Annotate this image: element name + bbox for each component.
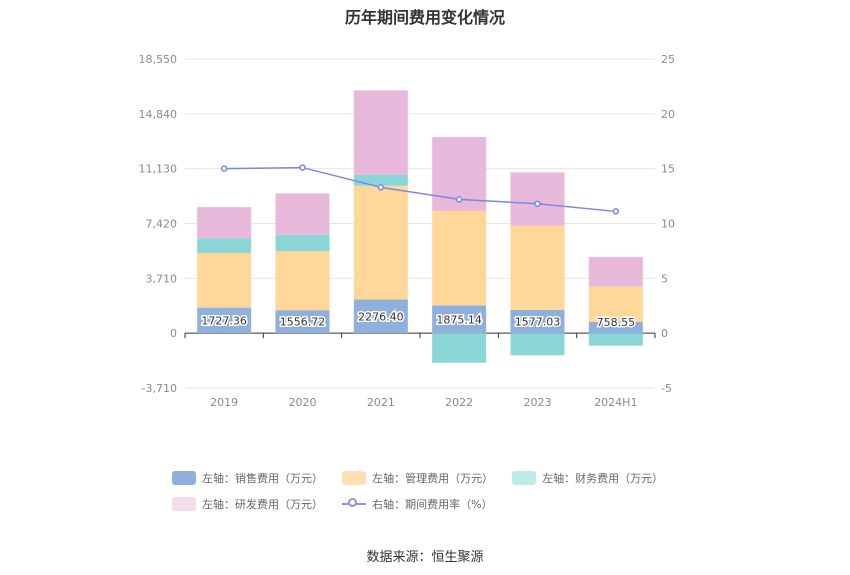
expense-rate-point xyxy=(534,200,541,208)
legend-item-expense-rate[interactable]: 右轴：期间费用率（%） xyxy=(342,496,493,512)
legend-label-rnd: 左轴：研发费用（万元） xyxy=(202,498,323,511)
bar-segment xyxy=(588,286,643,322)
bar-segment xyxy=(275,193,330,235)
bar-segment xyxy=(588,321,643,334)
bar-data-label: 1577.03 xyxy=(515,316,561,329)
left-axis-tick-label: -3,710 xyxy=(142,382,177,395)
data-source: 数据来源：恒生聚源 xyxy=(366,550,484,565)
bar-segment xyxy=(588,333,643,346)
legend-label-sales: 左轴：销售费用（万元） xyxy=(202,472,323,485)
bar-segment xyxy=(197,307,252,334)
left-axis-tick-label: 14,840 xyxy=(139,108,178,121)
legend-item-finance[interactable]: 左轴：财务费用（万元） xyxy=(512,470,663,486)
bar-segment xyxy=(353,174,408,186)
bar-segment xyxy=(510,225,565,310)
x-axis-tick-label: 2023 xyxy=(524,396,552,409)
bar-segment xyxy=(510,172,565,226)
right-axis-tick-label: 0 xyxy=(661,327,668,340)
legend-swatch-admin xyxy=(342,471,367,485)
bar-segment xyxy=(197,238,252,253)
legend-swatch-rnd xyxy=(172,497,196,511)
legend-item-rnd[interactable]: 左轴：研发费用（万元） xyxy=(172,496,323,512)
bar-segment xyxy=(588,256,643,287)
expense-rate-point xyxy=(455,196,463,203)
legend-item-sales[interactable]: 左轴：销售费用（万元） xyxy=(172,470,323,486)
expense-rate-line xyxy=(224,166,616,213)
bar-data-label: 2276.40 xyxy=(358,310,404,323)
legend: 左轴：销售费用（万元） 左轴：管理费用（万元） 左轴：财务费用（万元） 左轴：研… xyxy=(172,470,692,522)
bar-segment xyxy=(353,90,408,175)
legend-swatch-sales xyxy=(172,471,196,485)
left-axis-tick-label: 11,130 xyxy=(139,163,178,176)
bar-segment xyxy=(432,305,487,334)
x-axis-tick-label: 2022 xyxy=(445,396,473,409)
expense-rate-point xyxy=(377,184,385,191)
expense-rate-point xyxy=(220,165,228,172)
bar-segment xyxy=(510,309,565,334)
legend-item-admin[interactable]: 左轴：管理费用（万元） xyxy=(342,470,493,486)
bar-segment xyxy=(275,310,330,334)
bar-segment xyxy=(197,207,252,239)
right-axis-tick-label: 15 xyxy=(661,163,675,176)
bar-segment xyxy=(432,210,487,306)
bar-segment xyxy=(275,251,330,311)
right-axis-tick-label: -5 xyxy=(661,382,672,395)
bar-segment xyxy=(275,234,330,252)
x-axis-tick-label: 2019 xyxy=(210,396,238,409)
chart-title: 历年期间费用变化情况 xyxy=(344,8,505,27)
legend-label-finance: 左轴：财务费用（万元） xyxy=(542,472,664,485)
bar-data-label: 1556.72 xyxy=(280,316,326,329)
bar-data-label: 1727.36 xyxy=(201,314,247,327)
right-axis-tick-label: 25 xyxy=(661,53,675,66)
bar-segment xyxy=(197,252,252,308)
bar-data-label: 758.55 xyxy=(597,316,636,329)
right-axis-tick-label: 20 xyxy=(661,108,675,121)
left-axis-tick-label: 18,550 xyxy=(139,53,178,66)
bar-segment xyxy=(432,333,487,363)
bar-segment xyxy=(510,333,565,356)
left-axis-tick-label: 0 xyxy=(170,327,177,340)
bar-segment xyxy=(353,299,408,334)
bar-segment xyxy=(353,185,408,300)
left-axis-tick-label: 7,420 xyxy=(146,218,178,231)
bar-data-label: 1875.14 xyxy=(436,313,482,326)
legend-line-icon xyxy=(342,497,367,511)
legend-swatch-finance xyxy=(512,471,537,485)
expense-rate-point xyxy=(299,164,306,171)
legend-label-admin: 左轴：管理费用（万元） xyxy=(372,472,494,485)
expense-rate-point xyxy=(612,208,620,215)
x-axis-tick-label: 2021 xyxy=(367,396,395,409)
right-axis-tick-label: 10 xyxy=(661,218,675,231)
x-axis-tick-label: 2020 xyxy=(289,396,317,409)
x-axis-tick-label: 2024H1 xyxy=(594,396,637,409)
left-axis-tick-label: 3,710 xyxy=(146,272,178,285)
legend-label-expense-rate: 右轴：期间费用率（%） xyxy=(372,498,493,511)
right-axis-tick-label: 5 xyxy=(661,272,668,285)
